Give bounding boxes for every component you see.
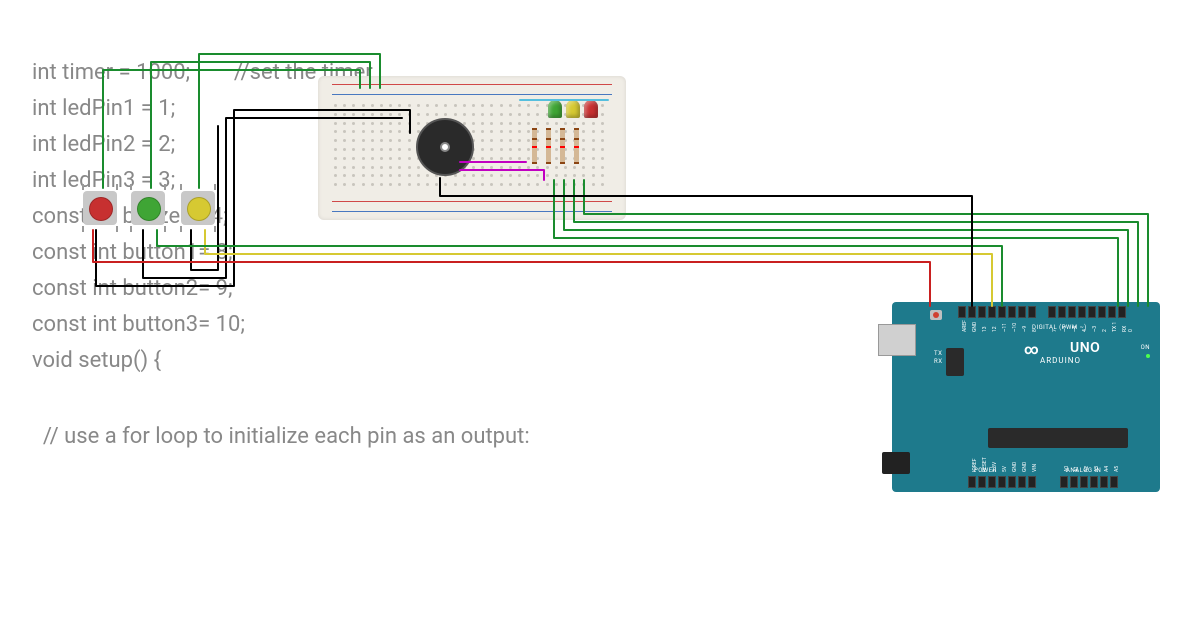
power-label: POWER: [974, 467, 997, 474]
arduino-logo-icon: ∞: [1024, 342, 1039, 358]
rail-blue-bot: [332, 211, 612, 212]
code-line: const int button3= 10;: [32, 312, 245, 337]
arduino-pin[interactable]: [1060, 476, 1068, 488]
arduino-pin[interactable]: [978, 306, 986, 318]
code-line: const int button2= 9;: [32, 276, 233, 301]
rail-blue-top: [332, 94, 612, 95]
resistor: [546, 128, 551, 164]
tx-label: TX: [934, 350, 942, 357]
code-line: void setup() {: [32, 348, 161, 373]
arduino-pin[interactable]: [1118, 306, 1126, 318]
arduino-pin[interactable]: [968, 476, 976, 488]
arduino-pin[interactable]: [1100, 476, 1108, 488]
resistor: [560, 128, 565, 164]
power-header: IOREFRESET3.3V5VGNDGNDVIN: [968, 476, 1036, 488]
arduino-pin[interactable]: [1098, 306, 1106, 318]
digital-label: DIGITAL (PWM ~): [1032, 324, 1087, 331]
reset-button[interactable]: [930, 310, 942, 320]
buzzer: [416, 118, 474, 176]
arduino-pin[interactable]: [1068, 306, 1076, 318]
arduino-pin[interactable]: [1110, 476, 1118, 488]
arduino-uno: AREFGND1312~11~10~987~6~54~32TX 1RX 0 IO…: [892, 302, 1160, 492]
analog-header: A0A1A2A3A4A5: [1060, 476, 1118, 488]
rail-red-top: [332, 84, 612, 85]
resistor: [532, 128, 537, 164]
led: [548, 100, 562, 118]
arduino-pin[interactable]: [968, 306, 976, 318]
resistor: [574, 128, 579, 164]
buzzer-hole: [440, 142, 450, 152]
tactile-button[interactable]: [178, 188, 218, 228]
digital-header: AREFGND1312~11~10~987~6~54~32TX 1RX 0: [958, 306, 1126, 318]
arduino-pin[interactable]: [1008, 476, 1016, 488]
rx-label: RX: [934, 358, 942, 365]
code-line: // use a for loop to initialize each pin…: [32, 424, 530, 449]
arduino-pin[interactable]: [998, 306, 1006, 318]
usb-port: [878, 324, 916, 356]
tactile-button[interactable]: [80, 188, 120, 228]
uno-label: UNO: [1070, 340, 1100, 356]
rail-red-bot: [332, 201, 612, 202]
power-jack: [882, 452, 910, 474]
arduino-pin[interactable]: [1090, 476, 1098, 488]
small-chip: [946, 348, 964, 376]
code-line: const int button1= 8;: [32, 240, 233, 265]
code-line: int ledPin2 = 2;: [32, 132, 175, 157]
analog-label: ANALOG IN: [1066, 467, 1101, 474]
arduino-pin[interactable]: [1058, 306, 1066, 318]
arduino-pin[interactable]: [1088, 306, 1096, 318]
arduino-pin[interactable]: [1008, 306, 1016, 318]
arduino-pin[interactable]: [988, 476, 996, 488]
arduino-pin[interactable]: [958, 306, 966, 318]
led: [584, 100, 598, 118]
arduino-pin[interactable]: [998, 476, 1006, 488]
arduino-pin[interactable]: [1018, 476, 1026, 488]
arduino-pin[interactable]: [978, 476, 986, 488]
arduino-pin[interactable]: [1070, 476, 1078, 488]
arduino-pin[interactable]: [1028, 476, 1036, 488]
arduino-label: ARDUINO: [1040, 356, 1081, 365]
led: [566, 100, 580, 118]
tactile-button[interactable]: [128, 188, 168, 228]
arduino-pin[interactable]: [1108, 306, 1116, 318]
on-led-icon: [1146, 354, 1150, 358]
on-label: ON: [1141, 344, 1150, 351]
arduino-pin[interactable]: [1018, 306, 1026, 318]
atmega-chip: [988, 428, 1128, 448]
arduino-pin[interactable]: [988, 306, 996, 318]
arduino-pin[interactable]: [1028, 306, 1036, 318]
arduino-pin[interactable]: [1078, 306, 1086, 318]
arduino-pin[interactable]: [1080, 476, 1088, 488]
code-line: int ledPin1 = 1;: [32, 96, 175, 121]
arduino-pin[interactable]: [1048, 306, 1056, 318]
